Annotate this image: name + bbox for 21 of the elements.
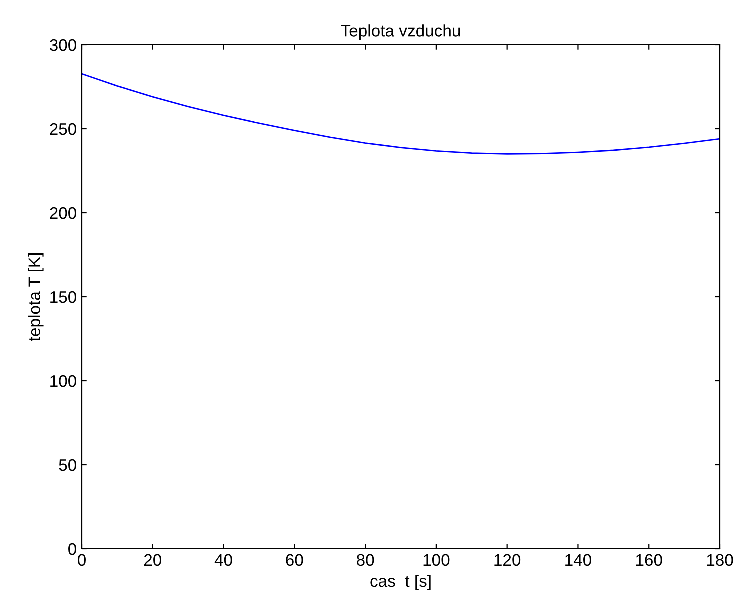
y-tick-label: 150 xyxy=(50,291,76,304)
x-tick-label: 180 xyxy=(707,554,734,566)
y-tick-label: 0 xyxy=(68,543,76,556)
y-tick-label: 50 xyxy=(59,459,76,472)
x-tick-label: 60 xyxy=(286,554,304,566)
y-tick-label: 200 xyxy=(50,207,76,220)
y-axis-title: teplota T [K] xyxy=(28,254,44,342)
x-tick-label: 140 xyxy=(566,554,592,566)
x-tick-label: 120 xyxy=(494,554,521,566)
x-tick-label: 160 xyxy=(636,554,662,566)
x-tick-label: 40 xyxy=(214,554,232,566)
x-tick-label: 20 xyxy=(144,554,162,566)
y-tick-label: 250 xyxy=(50,123,76,136)
x-tick-label: 0 xyxy=(78,554,86,566)
x-axis-title: cas t [s] xyxy=(370,574,431,590)
chart-title: Teplota vzduchu xyxy=(341,24,460,40)
y-tick-label: 300 xyxy=(50,39,76,52)
y-tick-label: 100 xyxy=(50,375,76,388)
x-tick-label: 100 xyxy=(424,554,450,566)
line-series xyxy=(82,73,720,155)
x-tick-label: 80 xyxy=(357,554,374,566)
